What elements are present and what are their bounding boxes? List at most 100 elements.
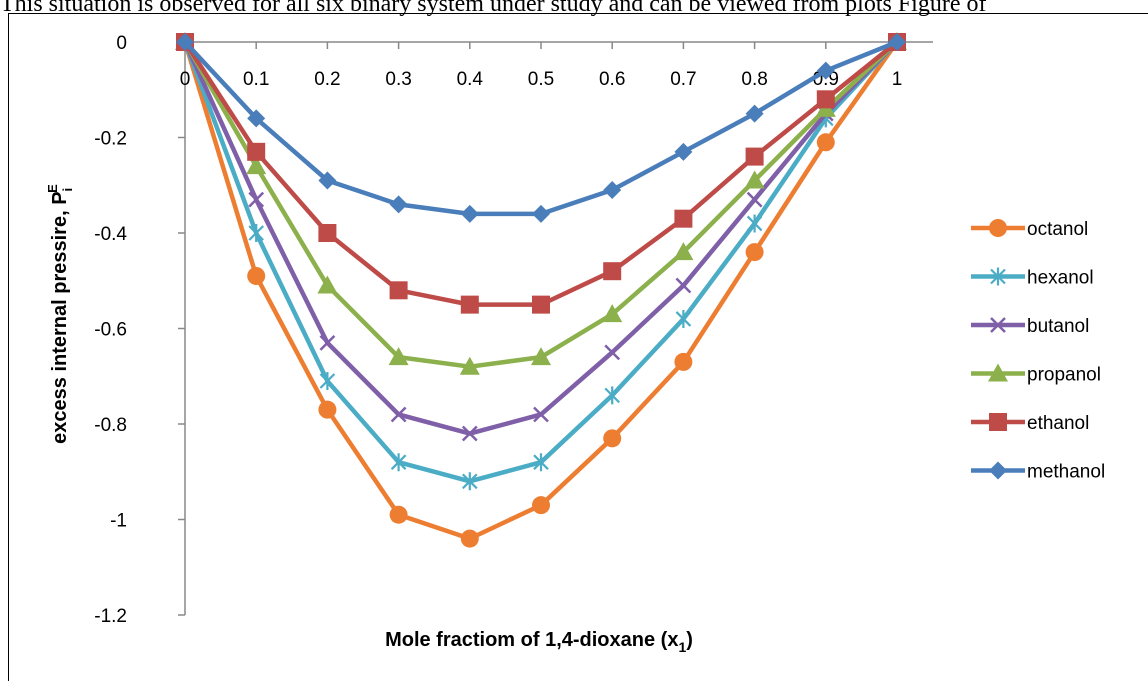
x-tick-label: 0.7 [670,69,696,90]
legend-swatch-marker [988,363,1008,382]
legend-swatch-marker [989,461,1007,480]
y-axis-title: excess internal pressire, PiE [45,184,75,444]
data-point-octanol [745,243,764,262]
data-point-propanol [673,242,694,261]
data-point-butanol [675,277,692,294]
legend: octanol hexanol butanol propanol ethanol meth… [971,219,1105,483]
legend-label: octanol [1027,219,1088,240]
data-point-ethanol [389,281,408,300]
series-layer [175,32,907,548]
data-point-octanol [318,400,337,419]
data-point-butanol [248,191,265,208]
data-point-butanol [746,191,763,208]
data-point-methanol [888,33,906,51]
data-point-ethanol [532,295,550,314]
data-point-propanol [459,356,480,375]
data-point-methanol [532,204,550,223]
data-point-methanol [460,204,479,223]
x-axis-title: Mole fractiom of 1,4-dioxane (x1) [385,629,693,655]
data-point-butanol [461,425,478,442]
legend-label: hexanol [1027,268,1094,289]
data-point-hexanol [390,453,407,472]
line-chart: 0 -0.2 -0.4 -0.6 -0.8 -1 -1.2 0 0.1 0.2 0.3 0.4 0.5… [45,32,1105,655]
y-tick-label: -1 [110,511,127,532]
legend-item-ethanol: ethanol [971,413,1089,434]
data-point-ethanol [460,295,479,314]
data-point-butanol [319,334,336,351]
data-point-methanol [745,104,764,123]
data-point-methanol [318,171,337,190]
data-point-methanol [816,61,835,80]
data-point-methanol [247,109,266,128]
data-point-ethanol [745,147,764,166]
y-axis-title-main: excess internal pressire, P [49,191,71,443]
x-tick-label: 0.6 [599,69,625,90]
y-tick-label: -0.8 [94,415,127,436]
data-point-methanol [603,181,622,200]
data-point-hexanol [319,372,336,391]
legend-swatch-marker [989,219,1007,237]
legend-swatch-marker [990,267,1006,286]
data-point-hexanol [462,472,478,491]
data-point-methanol [176,33,194,51]
data-point-butanol [390,406,407,423]
data-point-ethanol [603,262,622,281]
y-axis-title-sub: i [60,188,75,192]
x-axis-title-sub: 1 [678,639,686,655]
x-tick-label: 0.4 [457,69,484,90]
x-axis-title-main: Mole fractiom of 1,4-dioxane (x [385,629,678,651]
legend-label: propanol [1027,365,1101,386]
legend-label: methanol [1027,462,1105,483]
legend-swatch-marker [990,317,1006,333]
legend-swatch-marker [989,413,1007,431]
x-axis-title-end: ) [686,629,693,651]
data-point-methanol [389,195,408,214]
legend-item-methanol: methanol [971,461,1105,483]
y-axis-title-sup: E [45,184,60,193]
x-tick-label: 0.8 [741,69,767,90]
data-point-hexanol [604,386,620,405]
data-point-propanol [246,156,267,175]
data-point-hexanol [248,224,264,242]
legend-item-octanol: octanol [971,219,1088,240]
y-tick-label: -0.4 [94,224,127,245]
data-point-octanol [247,266,266,285]
data-point-octanol [460,529,479,548]
data-point-ethanol [674,209,693,228]
header-text: This situation is observed for all six b… [0,0,987,17]
legend-item-hexanol: hexanol [971,267,1094,289]
legend-item-butanol: butanol [971,316,1089,337]
data-point-butanol [604,344,621,361]
data-point-hexanol [533,453,549,472]
x-tick-label: 0.5 [528,69,554,90]
x-tick-label: 0.2 [314,69,340,90]
y-axis: 0 -0.2 -0.4 -0.6 -0.8 -1 -1.2 [94,33,186,627]
y-tick-label: 0 [116,33,127,54]
data-point-ethanol [816,90,835,109]
x-tick-label: 1 [892,69,903,90]
x-tick-label: 0.3 [385,69,411,90]
data-point-octanol [603,429,622,448]
data-point-propanol [317,275,338,294]
series-line-butanol [182,40,899,436]
data-point-ethanol [247,142,266,161]
data-point-octanol [674,352,693,371]
y-tick-label: -0.6 [94,320,127,341]
data-point-butanol [533,406,549,423]
data-point-propanol [744,170,765,189]
data-point-octanol [816,133,835,152]
x-tick-label: 0 [180,69,191,90]
data-point-propanol [388,347,409,366]
series-butanol [177,34,905,442]
data-point-ethanol [318,224,337,242]
y-tick-label: -1.2 [94,606,127,627]
x-tick-label: 0.1 [243,69,269,90]
legend-label: butanol [1027,316,1089,337]
legend-label: ethanol [1027,413,1089,434]
data-point-octanol [532,496,550,515]
data-point-propanol [602,304,623,323]
x-axis: 00.10.20.30.40.50.60.70.80.91 [180,41,933,90]
data-point-methanol [674,142,693,161]
data-point-propanol [531,347,551,366]
chart-frame: 0 -0.2 -0.4 -0.6 -0.8 -1 -1.2 0 0.1 0.2 0.3 0.4 0.5… [8,13,1148,681]
